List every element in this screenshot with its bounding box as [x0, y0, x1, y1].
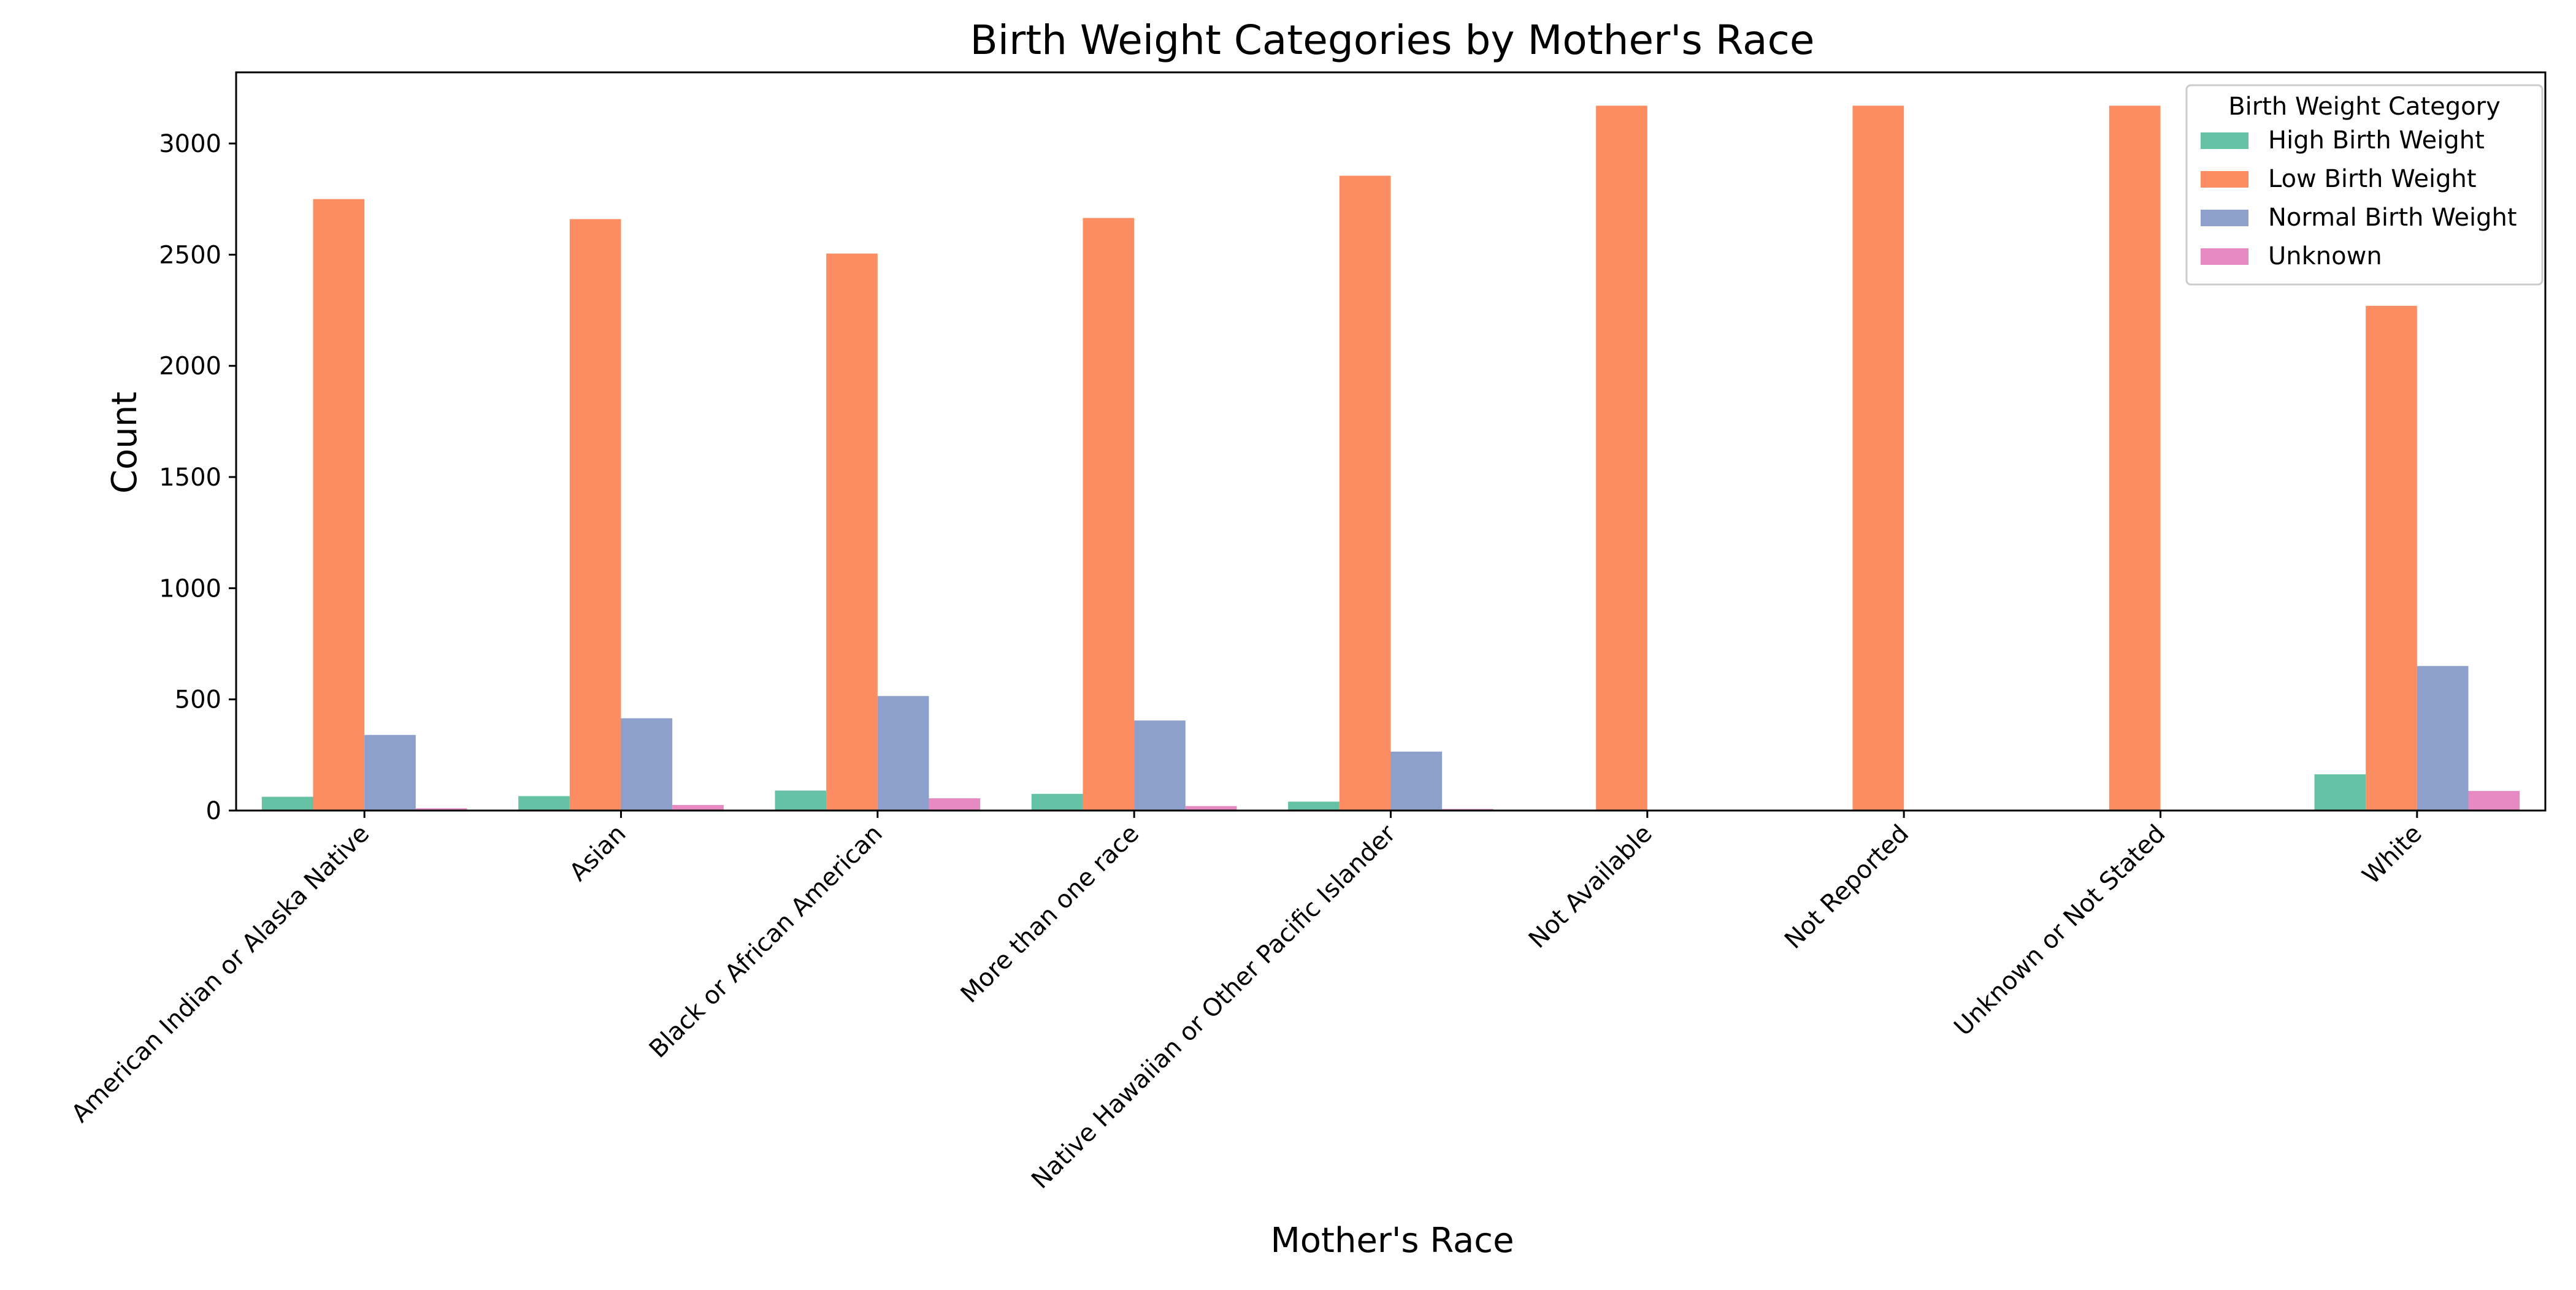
bar-normal-birth-weight-black-or-african-american — [877, 696, 929, 811]
axes-layer: 0 500 1000 1500 2000 2500 3000 American Indian … — [66, 71, 2547, 1194]
bar-unknown-more-than-one-race — [1185, 806, 1237, 811]
bar-low-birth-weight-white — [2366, 305, 2417, 811]
bar-high-birth-weight-native-hawaiian-or-other-pacific-islander — [1288, 801, 1340, 811]
legend-swatch-high-birth-weight — [2201, 132, 2248, 149]
y-tick-label: 2000 — [159, 353, 221, 381]
bar-unknown-white — [2468, 791, 2520, 811]
bar-unknown-asian — [672, 804, 724, 811]
bar-normal-birth-weight-asian — [621, 718, 673, 811]
bars-layer — [261, 105, 2520, 811]
legend-label-unknown: Unknown — [2268, 242, 2382, 270]
bar-unknown-american-indian-or-alaska-native — [415, 808, 467, 811]
y-tick-label: 2500 — [159, 241, 221, 269]
bar-low-birth-weight-unknown-or-not-stated — [2109, 105, 2161, 811]
x-tick-label-asian: Asian — [564, 820, 632, 887]
x-tick-label-unknown-or-not-stated: Unknown or Not Stated — [1949, 820, 2171, 1042]
bar-low-birth-weight-black-or-african-american — [826, 253, 878, 811]
bar-unknown-black-or-african-american — [929, 798, 981, 811]
bar-low-birth-weight-asian — [569, 219, 621, 811]
legend-swatch-low-birth-weight — [2201, 171, 2248, 188]
legend-frame — [2185, 84, 2543, 286]
x-tick-label-black-or-african-american: Black or African American — [644, 820, 888, 1064]
bar-low-birth-weight-american-indian-or-alaska-native — [313, 199, 365, 811]
legend-title: Birth Weight Category — [2228, 93, 2501, 121]
x-tick-label-not-reported: Not Reported — [1779, 820, 1914, 955]
legend-label-high-birth-weight: High Birth Weight — [2268, 126, 2485, 155]
y-tick-label: 1000 — [159, 574, 221, 603]
bar-low-birth-weight-native-hawaiian-or-other-pacific-islander — [1339, 175, 1391, 811]
legend-swatch-unknown — [2201, 248, 2248, 265]
x-tick-label-more-than-one-race: More than one race — [956, 820, 1144, 1009]
bar-normal-birth-weight-native-hawaiian-or-other-pacific-islander — [1390, 751, 1443, 811]
bar-high-birth-weight-black-or-african-american — [775, 790, 827, 811]
bar-high-birth-weight-american-indian-or-alaska-native — [261, 796, 313, 811]
y-tick-label: 500 — [175, 686, 221, 714]
legend-swatch-normal-birth-weight — [2201, 210, 2248, 226]
bar-high-birth-weight-asian — [518, 796, 570, 811]
legend-items: High Birth Weight Low Birth Weight Normal … — [2201, 126, 2517, 270]
y-axis-label: Count — [105, 392, 145, 494]
bar-normal-birth-weight-american-indian-or-alaska-native — [364, 735, 416, 811]
x-tick-label-not-available: Not Available — [1524, 820, 1658, 954]
bar-normal-birth-weight-white — [2417, 666, 2469, 811]
y-tick-label: 0 — [206, 797, 221, 825]
legend-label-normal-birth-weight: Normal Birth Weight — [2268, 204, 2517, 232]
bar-low-birth-weight-not-available — [1596, 105, 1647, 811]
legend-label-low-birth-weight: Low Birth Weight — [2268, 165, 2477, 193]
x-tick-label-american-indian-or-alaska-native: American Indian or Alaska Native — [66, 820, 375, 1128]
bar-normal-birth-weight-more-than-one-race — [1134, 720, 1186, 811]
bar-low-birth-weight-more-than-one-race — [1083, 218, 1135, 811]
chart-title: Birth Weight Categories by Mother's Race — [970, 17, 1814, 64]
x-tick-label-white: White — [2357, 820, 2428, 890]
legend: Birth Weight Category High Birth Weight L… — [2185, 84, 2543, 286]
bar-low-birth-weight-not-reported — [1852, 105, 1904, 811]
bar-high-birth-weight-more-than-one-race — [1031, 793, 1083, 811]
bar-high-birth-weight-white — [2314, 774, 2366, 811]
y-tick-label: 3000 — [159, 130, 221, 158]
x-axis-label: Mother's Race — [1270, 1221, 1514, 1261]
y-tick-label: 1500 — [159, 464, 221, 492]
